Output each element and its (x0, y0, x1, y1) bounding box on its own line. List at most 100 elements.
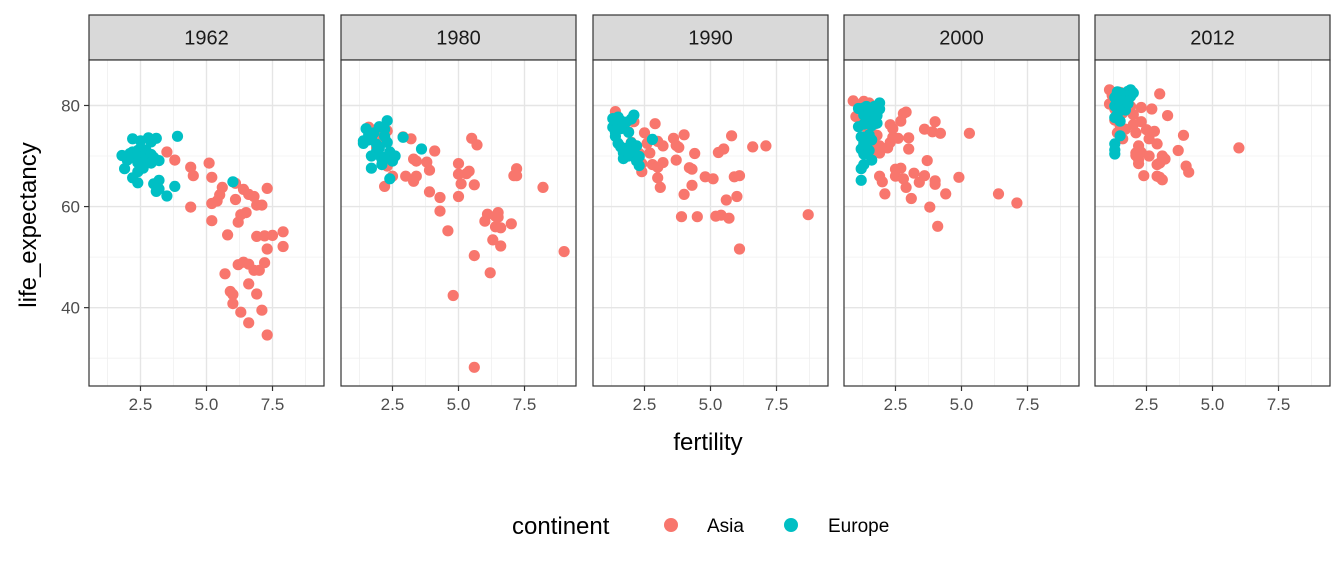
facets-layer: 1962 2.5 5.0 7.5 40 60 80 1980 2.5 5.0 7.5 1990 2.5 5… (61, 14, 1331, 414)
data-point-europe (1114, 115, 1126, 127)
data-point-asia (924, 201, 936, 213)
data-point-asia (243, 317, 255, 329)
data-point-asia (733, 170, 746, 182)
data-point-asia (1130, 127, 1142, 139)
x-tick-label: 5.0 (195, 395, 219, 414)
data-point-asia (492, 207, 504, 219)
data-point-asia (1138, 170, 1150, 182)
data-point-asia (1154, 88, 1166, 100)
data-point-europe (153, 183, 165, 195)
data-point-asia (185, 161, 197, 173)
data-point-asia (495, 240, 507, 252)
legend: continent Asia Europe (512, 513, 889, 540)
data-point-europe (389, 150, 401, 162)
y-tick-label: 80 (61, 96, 80, 115)
legend-label-asia: Asia (707, 516, 744, 537)
data-point-asia (802, 209, 814, 221)
data-point-asia (934, 127, 947, 139)
data-point-asia (895, 162, 907, 174)
data-point-europe (415, 143, 428, 155)
data-point-asia (897, 173, 910, 185)
data-point-asia (733, 243, 746, 255)
x-tick-label: 7.5 (513, 395, 537, 414)
data-point-europe (119, 163, 131, 175)
data-point-asia (277, 226, 289, 238)
data-point-asia (240, 207, 252, 219)
data-point-asia (206, 215, 218, 227)
data-point-europe (646, 133, 659, 145)
data-point-asia (649, 118, 661, 130)
data-point-asia (929, 178, 941, 190)
data-point-europe (169, 180, 181, 192)
data-point-asia (206, 171, 218, 183)
data-point-asia (887, 123, 899, 135)
data-point-asia (673, 141, 685, 153)
data-point-asia (1172, 144, 1184, 157)
data-point-asia (463, 165, 475, 177)
facet-strip (843, 14, 1080, 61)
data-point-asia (222, 229, 234, 241)
data-point-asia (654, 181, 666, 193)
data-point-asia (1159, 153, 1171, 165)
data-point-asia (243, 278, 255, 290)
data-point-asia (874, 147, 886, 159)
data-point-asia (1183, 166, 1195, 178)
x-tick-label: 2.5 (381, 395, 405, 414)
data-point-asia (261, 329, 273, 341)
facet-strip-label: 2000 (939, 28, 984, 50)
x-tick-label: 2.5 (633, 395, 657, 414)
data-point-europe (171, 130, 184, 142)
data-point-asia (206, 197, 218, 210)
x-tick-label: 2.5 (129, 395, 153, 414)
data-point-asia (921, 155, 933, 167)
data-point-asia (410, 155, 422, 167)
data-point-asia (686, 163, 698, 175)
x-tick-label: 5.0 (950, 395, 974, 414)
data-point-asia (747, 141, 759, 153)
data-point-asia (214, 189, 226, 201)
data-point-asia (652, 172, 664, 184)
facet-strip (88, 14, 325, 61)
facet-panel-1980: 1980 2.5 5.0 7.5 (340, 14, 577, 414)
data-point-europe (628, 109, 640, 121)
data-point-asia (442, 225, 454, 237)
data-point-asia (185, 201, 197, 213)
data-point-asia (992, 188, 1005, 200)
data-point-asia (248, 190, 260, 203)
data-point-europe (863, 144, 875, 157)
x-tick-label: 5.0 (447, 395, 471, 414)
data-point-asia (434, 205, 446, 217)
data-point-asia (487, 234, 499, 246)
data-point-europe (871, 117, 883, 129)
facet-strip (340, 14, 577, 61)
x-axis-title: fertility (673, 429, 742, 456)
data-point-asia (1143, 150, 1155, 162)
data-point-asia (731, 190, 743, 203)
data-point-asia (1133, 158, 1145, 170)
data-point-asia (929, 116, 941, 128)
data-point-europe (1114, 130, 1126, 142)
data-point-europe (874, 97, 886, 109)
data-point-asia (229, 193, 242, 206)
data-point-asia (468, 361, 480, 373)
data-point-europe (633, 160, 645, 172)
data-point-asia (1148, 125, 1160, 137)
data-point-asia (169, 154, 181, 166)
data-point-asia (227, 298, 239, 310)
data-point-asia (678, 129, 690, 141)
data-point-asia (447, 289, 459, 302)
data-point-asia (1156, 174, 1168, 186)
data-point-asia (219, 268, 231, 280)
data-point-asia (892, 132, 904, 144)
data-point-asia (900, 106, 912, 118)
data-point-asia (423, 164, 436, 176)
data-point-asia (1146, 103, 1158, 115)
data-point-asia (261, 243, 273, 255)
data-point-asia (905, 192, 917, 205)
legend-label-europe: Europe (828, 516, 889, 537)
data-point-europe (1127, 87, 1139, 99)
data-point-asia (638, 127, 651, 139)
data-point-europe (397, 131, 409, 143)
data-point-asia (876, 176, 888, 188)
legend-key-asia (664, 518, 678, 532)
